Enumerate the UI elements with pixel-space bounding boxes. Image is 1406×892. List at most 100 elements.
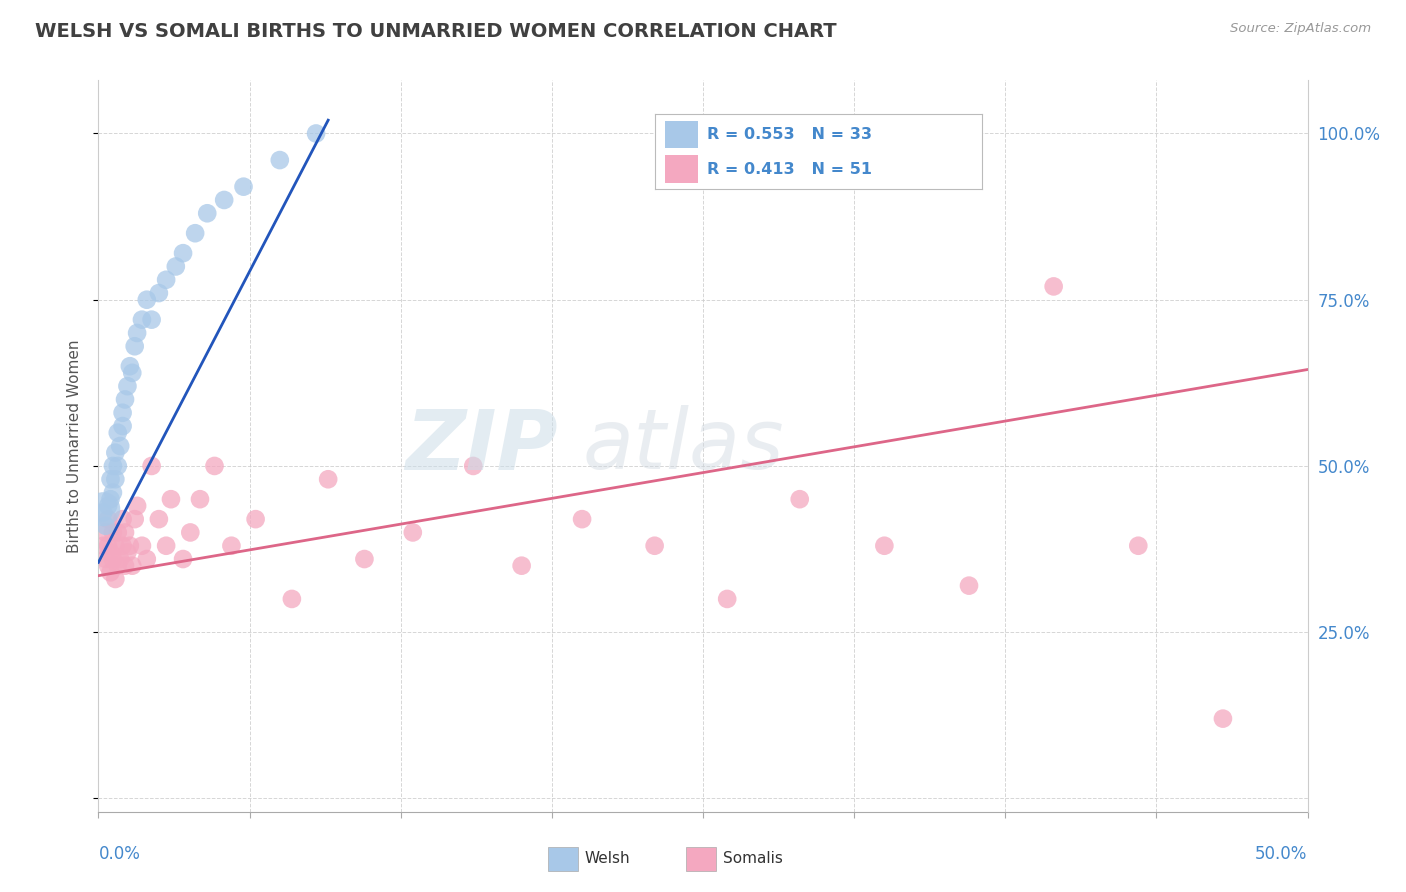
Point: [188, 492, 211, 507]
Point: [957, 579, 980, 593]
Text: R = 0.413   N = 51: R = 0.413 N = 51: [707, 161, 873, 177]
Point: [104, 445, 127, 459]
Point: [91, 502, 114, 516]
Point: [221, 539, 243, 553]
Point: [135, 293, 157, 307]
Point: [107, 525, 129, 540]
Y-axis label: Births to Unmarried Women: Births to Unmarried Women: [67, 339, 83, 553]
Point: [94, 552, 117, 566]
Point: [148, 512, 170, 526]
Text: Welsh: Welsh: [585, 852, 630, 866]
Point: [124, 339, 146, 353]
Point: [204, 458, 226, 473]
Point: [111, 539, 134, 553]
Point: [118, 539, 141, 553]
Point: [97, 539, 120, 553]
Point: [571, 512, 593, 526]
Point: [111, 406, 134, 420]
Point: [111, 419, 134, 434]
Point: [101, 458, 124, 473]
Point: [172, 552, 194, 566]
Point: [463, 458, 485, 473]
Point: [104, 472, 127, 486]
Point: [165, 260, 187, 274]
Text: Source: ZipAtlas.com: Source: ZipAtlas.com: [1230, 22, 1371, 36]
Point: [245, 512, 267, 526]
Point: [107, 558, 129, 573]
Point: [111, 512, 134, 526]
Point: [97, 512, 120, 526]
Point: [100, 545, 122, 559]
Point: [101, 552, 124, 566]
Point: [121, 558, 143, 573]
Text: Somalis: Somalis: [723, 852, 783, 866]
Point: [108, 439, 131, 453]
Point: [101, 525, 124, 540]
Point: [160, 492, 183, 507]
Point: [155, 539, 177, 553]
Point: [148, 286, 170, 301]
Point: [141, 458, 163, 473]
Point: [716, 591, 738, 606]
Point: [117, 379, 139, 393]
Point: [97, 499, 120, 513]
Point: [124, 512, 146, 526]
Point: [100, 566, 122, 580]
Text: ZIP: ZIP: [405, 406, 558, 486]
Point: [117, 545, 139, 559]
Point: [195, 206, 218, 220]
Point: [1212, 712, 1234, 726]
Point: [121, 366, 143, 380]
Point: [135, 552, 157, 566]
Point: [141, 312, 163, 326]
Point: [1128, 539, 1150, 553]
Point: [179, 525, 201, 540]
Point: [100, 492, 122, 507]
Point: [873, 539, 896, 553]
Point: [305, 127, 328, 141]
Point: [172, 246, 194, 260]
Point: [155, 273, 177, 287]
Point: [1042, 279, 1064, 293]
Point: [131, 539, 153, 553]
Point: [281, 591, 304, 606]
Point: [131, 312, 153, 326]
Point: [114, 392, 136, 407]
Point: [644, 539, 666, 553]
Text: R = 0.553   N = 33: R = 0.553 N = 33: [707, 127, 873, 142]
Point: [91, 539, 114, 553]
Point: [510, 558, 533, 573]
Point: [127, 499, 149, 513]
Point: [184, 226, 207, 240]
Point: [104, 572, 127, 586]
Bar: [665, 155, 697, 183]
Point: [107, 425, 129, 440]
Bar: [548, 847, 578, 871]
Point: [101, 485, 124, 500]
Point: [108, 552, 131, 566]
Point: [316, 472, 339, 486]
Point: [107, 458, 129, 473]
Point: [127, 326, 149, 340]
Point: [97, 558, 120, 573]
Point: [118, 359, 141, 374]
Point: [269, 153, 291, 167]
Text: WELSH VS SOMALI BIRTHS TO UNMARRIED WOMEN CORRELATION CHART: WELSH VS SOMALI BIRTHS TO UNMARRIED WOME…: [35, 22, 837, 41]
Point: [353, 552, 375, 566]
Bar: [686, 847, 717, 871]
Text: 50.0%: 50.0%: [1256, 845, 1308, 863]
Point: [94, 518, 117, 533]
Text: atlas: atlas: [582, 406, 783, 486]
Point: [789, 492, 811, 507]
Point: [232, 179, 254, 194]
Text: 0.0%: 0.0%: [98, 845, 141, 863]
Point: [104, 539, 127, 553]
Point: [212, 193, 235, 207]
Point: [91, 506, 114, 520]
Point: [100, 472, 122, 486]
Bar: [665, 120, 697, 148]
Point: [94, 525, 117, 540]
Point: [114, 525, 136, 540]
Point: [402, 525, 425, 540]
Point: [114, 558, 136, 573]
